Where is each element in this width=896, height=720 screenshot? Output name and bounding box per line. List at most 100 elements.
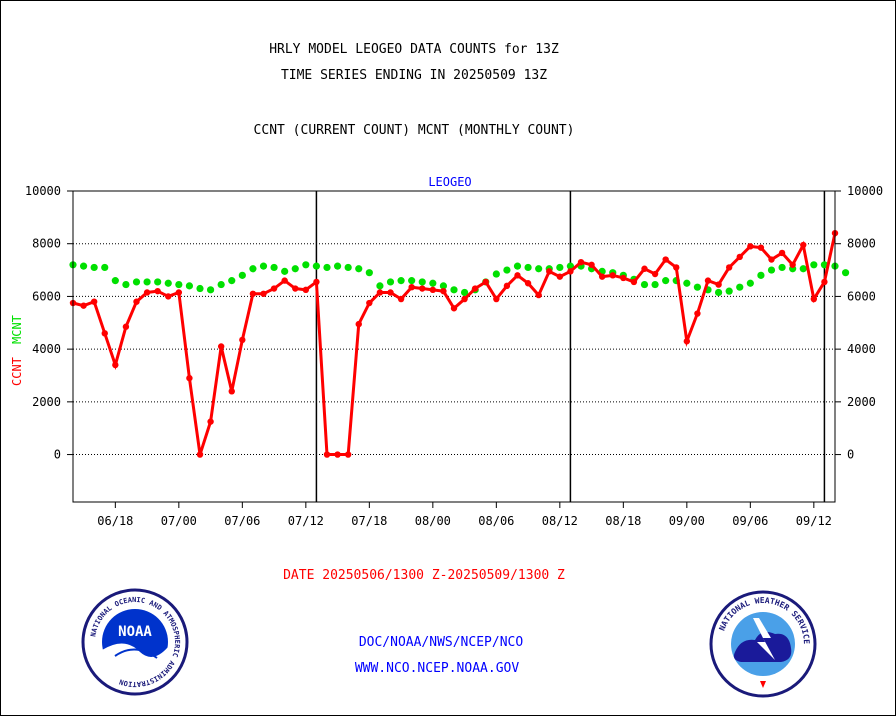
mcnt-point bbox=[757, 271, 765, 279]
y-axis-label-ccnt: CCNT bbox=[10, 357, 24, 386]
y-tick-label-left: 4000 bbox=[32, 342, 61, 356]
mcnt-point bbox=[143, 278, 151, 286]
y-tick-label-right: 4000 bbox=[847, 342, 876, 356]
chart-title-line1: HRLY MODEL LEOGEO DATA COUNTS for 13Z bbox=[269, 42, 559, 57]
x-tick-label: 09/00 bbox=[669, 514, 705, 528]
mcnt-point bbox=[450, 286, 458, 294]
y-tick-label-left: 10000 bbox=[25, 184, 61, 198]
mcnt-point bbox=[693, 283, 702, 291]
mcnt-point bbox=[662, 277, 670, 285]
mcnt-point bbox=[810, 261, 818, 269]
mcnt-point bbox=[79, 262, 88, 270]
ccnt-point bbox=[778, 249, 786, 257]
ccnt-point bbox=[800, 241, 807, 249]
ccnt-point bbox=[588, 261, 595, 268]
y-tick-label-right: 0 bbox=[847, 448, 854, 462]
mcnt-point bbox=[312, 262, 321, 270]
x-tick-label: 09/06 bbox=[732, 514, 768, 528]
mcnt-point bbox=[651, 280, 659, 289]
ccnt-point bbox=[662, 256, 669, 263]
footer-link-doc[interactable]: DOC/NOAA/NWS/NCEP/NCO bbox=[359, 635, 524, 650]
mcnt-point bbox=[249, 265, 257, 273]
ccnt-point bbox=[620, 274, 627, 282]
y-tick-label-right: 2000 bbox=[847, 395, 876, 409]
ccnt-point bbox=[175, 289, 183, 296]
ccnt-point bbox=[90, 298, 98, 305]
mcnt-point bbox=[524, 263, 532, 272]
ccnt-point bbox=[408, 283, 415, 291]
x-tick-label: 08/06 bbox=[478, 514, 514, 528]
ccnt-point bbox=[747, 243, 754, 250]
mcnt-point bbox=[736, 283, 744, 291]
ccnt-point bbox=[704, 277, 712, 284]
ccnt-point bbox=[80, 302, 87, 309]
ccnt-point bbox=[567, 268, 574, 275]
ccnt-point bbox=[165, 293, 172, 300]
series-line-ccnt bbox=[72, 232, 837, 457]
x-tick-label: 07/06 bbox=[224, 514, 260, 528]
ccnt-point bbox=[281, 277, 288, 284]
ccnt-point bbox=[789, 261, 796, 268]
ccnt-point bbox=[270, 285, 278, 292]
ccnt-point bbox=[651, 270, 659, 278]
mcnt-point bbox=[418, 278, 426, 286]
chart-subtitle: CCNT (CURRENT COUNT) MCNT (MONTHLY COUNT… bbox=[254, 123, 575, 138]
mcnt-point bbox=[799, 265, 807, 273]
mcnt-point bbox=[365, 269, 373, 277]
ccnt-point bbox=[302, 286, 310, 294]
ccnt-point bbox=[725, 264, 733, 271]
mcnt-point bbox=[175, 280, 183, 289]
ccnt-point bbox=[239, 336, 246, 344]
mcnt-point bbox=[333, 262, 342, 270]
mcnt-point bbox=[397, 277, 405, 285]
y-tick-label-right: 8000 bbox=[847, 237, 876, 251]
mcnt-point bbox=[683, 279, 691, 287]
mcnt-point bbox=[196, 284, 204, 293]
y-tick-label-left: 0 bbox=[54, 448, 61, 462]
ccnt-point bbox=[344, 451, 352, 458]
ccnt-point bbox=[821, 278, 828, 286]
mcnt-point bbox=[228, 277, 236, 285]
ccnt-point bbox=[292, 285, 299, 292]
ccnt-point bbox=[493, 295, 500, 303]
mcnt-point bbox=[408, 277, 416, 285]
mcnt-point bbox=[714, 288, 723, 297]
ccnt-point bbox=[387, 289, 394, 296]
mcnt-point bbox=[778, 263, 786, 272]
ccnt-point bbox=[461, 295, 468, 303]
plot-area-border bbox=[72, 190, 836, 503]
ccnt-point bbox=[757, 244, 765, 251]
ccnt-point bbox=[641, 265, 648, 272]
x-tick-label: 08/18 bbox=[605, 514, 641, 528]
mcnt-point bbox=[439, 282, 448, 290]
x-tick-label: 08/12 bbox=[542, 514, 578, 528]
mcnt-point bbox=[132, 278, 141, 286]
series-layer bbox=[69, 229, 850, 458]
mcnt-point bbox=[376, 282, 384, 290]
ccnt-point bbox=[768, 256, 775, 263]
mcnt-point bbox=[503, 266, 511, 274]
ccnt-point bbox=[196, 451, 204, 458]
ccnt-point bbox=[376, 289, 384, 296]
mcnt-point bbox=[355, 265, 363, 273]
chart-title-line2: TIME SERIES ENDING IN 20250509 13Z bbox=[281, 68, 547, 83]
ccnt-point bbox=[535, 291, 542, 299]
mcnt-point bbox=[270, 263, 278, 272]
ccnt-point bbox=[630, 278, 638, 286]
mcnt-point bbox=[164, 279, 172, 287]
footer-link-www[interactable]: WWW.NCO.NCEP.NOAA.GOV bbox=[355, 661, 520, 676]
x-axis-label: DATE 20250506/1300 Z-20250509/1300 Z bbox=[283, 568, 565, 583]
ccnt-point bbox=[143, 289, 151, 296]
ccnt-point bbox=[419, 285, 426, 292]
ccnt-point bbox=[524, 280, 532, 287]
ccnt-point bbox=[450, 305, 458, 312]
ccnt-point bbox=[694, 310, 701, 317]
ccnt-point bbox=[577, 258, 585, 266]
mcnt-point bbox=[344, 263, 352, 272]
mcnt-point bbox=[302, 261, 310, 269]
mcnt-point bbox=[206, 286, 215, 294]
mcnt-point bbox=[556, 263, 564, 272]
ccnt-point bbox=[514, 272, 521, 279]
ccnt-point bbox=[673, 264, 680, 271]
x-tick-label: 08/00 bbox=[415, 514, 451, 528]
